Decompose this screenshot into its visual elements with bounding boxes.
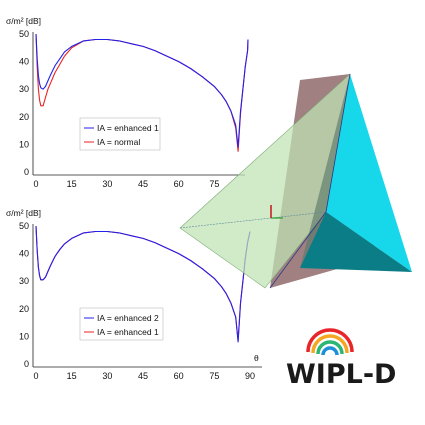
bottom-xtick-label: 75 [209,371,219,381]
top-xtick-label: 60 [174,179,184,189]
bottom-ytick-label: 30 [19,276,29,286]
logo-arc-orange [311,334,349,354]
logo-arc-blue [321,346,339,356]
top-xtick-label: 30 [102,179,112,189]
edge-bottom [269,211,327,289]
bottom-ytick-label: 20 [19,304,29,314]
top-legend-box [79,117,161,151]
top-plot: σ/m² [dB] 0 10 20 30 40 50 0 15 30 45 60 75 IA = e… [6,16,249,189]
top-ytick-label: 30 [19,84,29,94]
bottom-legend-label-1: IA = enhanced 2 [97,313,159,323]
top-yticks: 0 10 20 30 40 50 [19,29,29,177]
logo-arc-red [306,328,354,353]
edge-front [325,73,351,213]
wipl-d-logo: WIPL-D [286,328,396,390]
bottom-xtick-label: 60 [174,371,184,381]
logo-arc-green [316,340,344,355]
model-illustration [179,73,412,289]
top-legend-label-1: IA = enhanced 1 [97,123,159,133]
bottom-xtick-label: 15 [67,371,77,381]
top-series [35,33,249,152]
top-legend-label-2: IA = normal [97,137,140,147]
bottom-ylabel: σ/m² [dB] [6,208,41,218]
pyramid-left-face [300,74,350,268]
edge-ground [179,211,327,229]
bottom-ytick-label: 10 [19,331,29,341]
bottom-legend-label-2: IA = enhanced 1 [97,327,159,337]
top-ytick-label: 0 [24,167,29,177]
pyramid-right-face [326,74,412,272]
bottom-xlabel: θ [254,353,259,363]
top-ytick-label: 50 [19,29,29,39]
bottom-xticks: 0 15 30 45 60 75 90 [33,371,255,381]
bottom-xtick-label: 45 [138,371,148,381]
logo-text: WIPL-D [286,359,396,390]
bottom-legend-box [79,307,164,341]
top-series-line-1 [35,33,249,148]
top-ylabel: σ/m² [dB] [6,16,41,26]
top-ytick-label: 20 [19,112,29,122]
top-ytick-label: 40 [19,57,29,67]
top-ytick-label: 10 [19,139,29,149]
top-xtick-label: 45 [138,179,148,189]
top-xtick-label: 75 [209,179,219,189]
top-legend: IA = enhanced 1 IA = normal [79,117,161,151]
bottom-ytick-label: 0 [24,359,29,369]
bottom-ytick-label: 50 [19,221,29,231]
bottom-plot: σ/m² [dB] θ 0 10 20 30 40 50 0 15 30 45 60 75 90 IA… [6,208,262,381]
bottom-series [35,225,251,343]
bottom-series-line-1 [35,225,251,343]
bottom-xtick-label: 30 [102,371,112,381]
bottom-ytick-label: 40 [19,249,29,259]
bottom-xtick-label: 90 [245,371,255,381]
bottom-xtick-label: 0 [33,371,38,381]
top-xtick-label: 15 [67,179,77,189]
top-xticks: 0 15 30 45 60 75 [33,179,219,189]
top-xtick-label: 0 [33,179,38,189]
bottom-yticks: 0 10 20 30 40 50 [19,221,29,369]
pyramid-bottom-face [300,212,412,272]
bottom-legend: IA = enhanced 2 IA = enhanced 1 [79,307,164,341]
